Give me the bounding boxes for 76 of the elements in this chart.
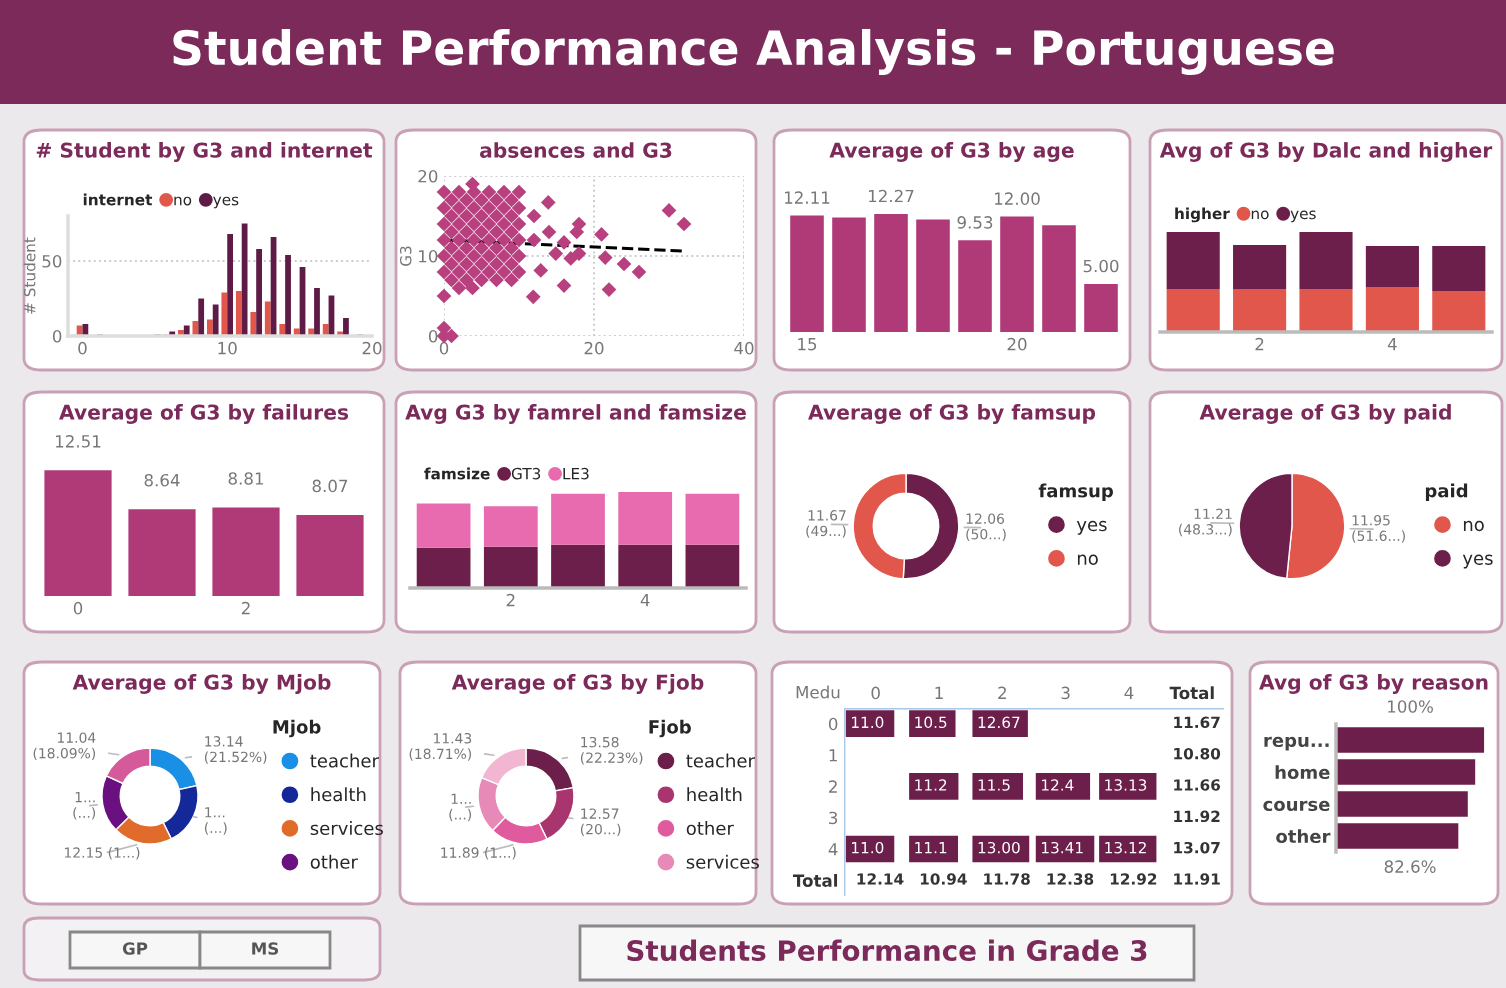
x-tick-label: 0	[871, 686, 880, 700]
legend-label: no	[1077, 554, 1098, 565]
y-tick-label: 20	[418, 169, 438, 183]
legend-title: Fjob	[649, 719, 691, 738]
data-label: 12.11	[784, 191, 830, 204]
legend-title: Mjob	[273, 719, 321, 738]
x-tick-label: 0	[73, 601, 83, 615]
text: 100%	[1388, 700, 1433, 713]
legend-label: other	[686, 821, 734, 836]
y-tick-label: 3	[829, 811, 838, 825]
chart-title: absences and G3	[479, 142, 672, 158]
x-tick-label: 3	[1061, 686, 1070, 700]
x-tick-label: 20	[584, 341, 604, 355]
x-tick-label: 4	[1124, 686, 1134, 699]
legend-label: other	[310, 854, 358, 869]
text: 82.6%	[1384, 860, 1436, 873]
data-label: 12.51	[55, 435, 101, 448]
y-tick-label: 4	[828, 843, 838, 856]
chart-title: Average of G3 by age	[829, 142, 1074, 162]
text: MS	[252, 942, 279, 955]
legend-label: health	[311, 787, 366, 802]
legend-label: no	[1463, 520, 1484, 532]
legend-label: services	[310, 821, 383, 836]
x-tick-label: 40	[734, 341, 754, 355]
y-tick-label: 10	[419, 249, 438, 263]
legend-label: services	[686, 854, 759, 869]
text: Student Performance Analysis - Portuguese	[173, 28, 1334, 76]
y-tick-label: Total	[792, 874, 838, 887]
x-tick-label: 15	[798, 338, 817, 351]
legend-title: paid	[1425, 483, 1468, 502]
y-tick-label: home	[1275, 765, 1330, 780]
y-tick-label: 0	[828, 717, 838, 731]
y-tick-label: repu...	[1264, 736, 1329, 751]
x-tick-label: 2	[998, 686, 1006, 699]
legend-label: yes	[1076, 520, 1107, 535]
x-tick-label: 1	[935, 686, 943, 699]
x-tick-label: 20	[362, 341, 382, 355]
chart-title: Average of G3 by Fjob	[451, 674, 704, 694]
y-tick-label: 2	[829, 780, 837, 793]
data-label: 12.27	[868, 189, 914, 203]
data-label: 5.00	[1083, 259, 1119, 273]
data-label: 8.81	[228, 472, 264, 485]
x-tick-label: 2	[1255, 337, 1264, 351]
legend-label: teacher	[686, 753, 755, 768]
y-tick-label: other	[1276, 829, 1331, 844]
legend-label: health	[687, 787, 742, 802]
legend-title: famsup	[1038, 483, 1113, 502]
chart-title: Avg G3 by famrel and famsize	[405, 404, 746, 424]
x-tick-label: 2	[506, 593, 515, 607]
chart-title: Average of G3 by famsup	[808, 404, 1096, 424]
chart-title: # Student by G3 and internet	[36, 142, 373, 162]
legend-label: teacher	[310, 753, 379, 768]
text: Students Performance in Grade 3	[627, 939, 1147, 962]
chart-title: Average of G3 by paid	[1199, 404, 1451, 424]
legend-label: yes	[1462, 554, 1493, 569]
x-tick-label: 0	[78, 341, 87, 355]
y-tick-label: 50	[42, 254, 62, 268]
x-tick-label: 10	[218, 341, 237, 355]
x-tick-label: 2	[241, 601, 250, 615]
data-label: 12.00	[994, 192, 1040, 205]
data-label: 8.07	[312, 479, 348, 493]
chart-title: Average of G3 by Mjob	[72, 674, 331, 694]
chart-title: Avg of G3 by Dalc and higher	[1159, 142, 1493, 162]
chart-title: Average of G3 by failures	[59, 404, 349, 424]
text: GP	[122, 942, 148, 955]
y-tick-label: course	[1263, 800, 1330, 812]
data-label: 8.64	[144, 473, 180, 487]
x-tick-label: 20	[1007, 337, 1027, 351]
x-tick-label: 4	[1387, 338, 1397, 351]
x-tick-label: 4	[640, 594, 650, 607]
x-tick-label: Total	[1169, 686, 1214, 700]
chart-title: Avg of G3 by reason	[1259, 674, 1488, 694]
x-tick-label: 0	[439, 341, 449, 355]
y-axis-title: Medu	[796, 685, 840, 699]
y-tick-label: 1	[829, 749, 837, 762]
data-label: 9.53	[957, 216, 993, 229]
